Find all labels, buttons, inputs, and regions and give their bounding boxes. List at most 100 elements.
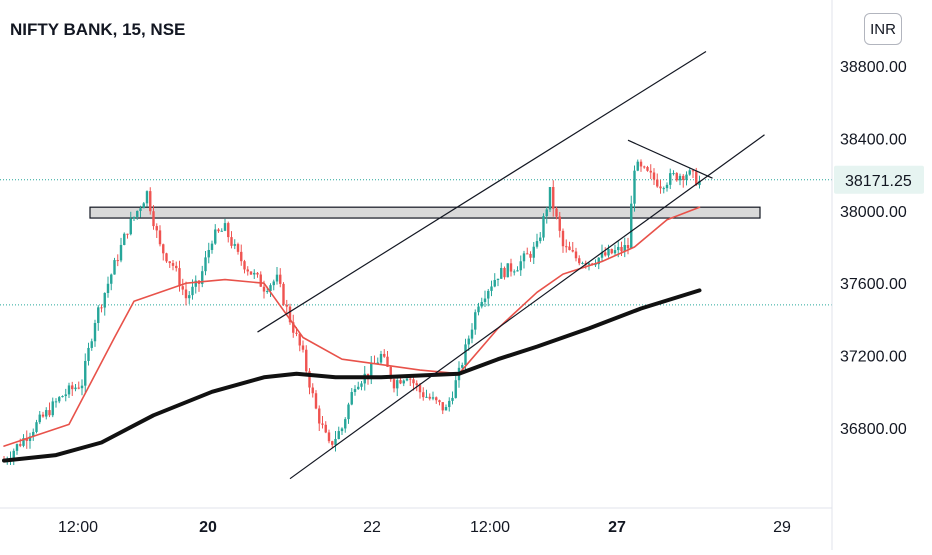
candle-body xyxy=(662,188,665,190)
candle-body xyxy=(405,378,409,381)
candle-body xyxy=(461,365,464,368)
candle-body xyxy=(409,378,412,380)
candle-body xyxy=(113,260,116,275)
candle-body xyxy=(132,216,136,219)
candle-body xyxy=(100,307,103,309)
candle-body xyxy=(171,263,175,266)
candle-body xyxy=(444,407,448,411)
candle-body xyxy=(184,289,188,299)
candle-body xyxy=(691,170,695,172)
candle-body xyxy=(617,246,620,251)
time-tick-label: 12:00 xyxy=(470,519,510,536)
candle-body xyxy=(90,341,93,348)
candle-body xyxy=(67,385,71,395)
candle-body xyxy=(77,387,80,389)
candle-body xyxy=(441,402,444,411)
candle-body xyxy=(506,263,509,278)
candle-body xyxy=(337,431,340,439)
candle-body xyxy=(581,262,584,264)
candle-body xyxy=(51,401,54,416)
candle-body xyxy=(327,432,331,442)
candle-body xyxy=(431,397,435,399)
candle-body xyxy=(262,286,266,292)
candle-body xyxy=(87,347,90,361)
candle-body xyxy=(639,161,643,167)
candle-body xyxy=(35,422,38,432)
channel-lower-trendline[interactable] xyxy=(289,134,765,480)
price-tick-label: 37600.00 xyxy=(840,276,907,293)
candle-body xyxy=(71,385,74,390)
candle-body xyxy=(84,360,87,386)
candle-body xyxy=(275,274,279,282)
triangle-top-trendline[interactable] xyxy=(627,139,713,179)
candle-body xyxy=(425,396,428,398)
candle-body xyxy=(210,243,214,250)
candle-body xyxy=(106,283,110,293)
candle-body xyxy=(331,441,334,445)
resistance-zone[interactable] xyxy=(89,206,761,219)
candle-body xyxy=(548,186,552,210)
candle-body xyxy=(145,191,149,204)
candle-body xyxy=(139,208,142,211)
candle-body xyxy=(360,383,363,387)
candle-body xyxy=(64,394,67,397)
candle-body xyxy=(370,362,373,378)
candle-body xyxy=(301,345,305,350)
candle-body xyxy=(613,250,617,254)
candle-body xyxy=(695,171,698,186)
candle-body xyxy=(116,260,119,262)
candle-body xyxy=(435,397,438,401)
channel-upper-trendline[interactable] xyxy=(257,51,707,333)
candle-body xyxy=(545,209,548,217)
candle-body xyxy=(438,400,441,403)
candle-body xyxy=(240,251,243,262)
candle-body xyxy=(659,186,662,189)
candle-body xyxy=(376,362,379,364)
candle-body xyxy=(204,257,207,272)
price-tick-label: 37200.00 xyxy=(840,349,907,366)
candle-body xyxy=(32,431,35,437)
time-tick-label: 27 xyxy=(608,519,626,536)
candle-body xyxy=(230,237,233,246)
candle-body xyxy=(574,251,578,259)
candle-body xyxy=(38,414,41,423)
candle-body xyxy=(451,397,454,401)
candle-body xyxy=(620,246,623,252)
ma-fast-line xyxy=(3,206,701,447)
candle-body xyxy=(500,267,503,279)
candle-body xyxy=(487,290,490,299)
candle-body xyxy=(555,208,558,217)
candle-body xyxy=(110,274,113,284)
candle-body xyxy=(610,249,613,254)
candle-body xyxy=(509,263,513,272)
candle-body xyxy=(305,349,308,372)
candle-body xyxy=(80,385,84,389)
candle-body xyxy=(448,400,451,408)
candle-body xyxy=(565,246,568,248)
candle-body xyxy=(389,366,392,380)
candle-body xyxy=(474,312,477,330)
candle-body xyxy=(220,230,223,232)
candle-body xyxy=(649,170,652,173)
candle-body xyxy=(587,263,591,265)
candle-body xyxy=(15,444,19,451)
price-tick-label: 36800.00 xyxy=(840,421,907,438)
candle-body xyxy=(175,265,178,269)
candle-body xyxy=(513,271,516,273)
candle-body xyxy=(483,298,487,302)
candle-body xyxy=(308,371,311,388)
candle-body xyxy=(298,333,301,346)
candle-body xyxy=(165,253,168,262)
currency-button[interactable]: INR xyxy=(864,13,902,45)
candle-body xyxy=(285,304,288,307)
candle-body xyxy=(672,173,675,175)
candle-body xyxy=(480,301,483,307)
time-tick-label: 12:00 xyxy=(58,519,98,536)
candle-body xyxy=(61,396,64,398)
ma-slow-line xyxy=(2,288,702,463)
candle-body xyxy=(188,295,191,299)
candle-body xyxy=(643,166,646,168)
candle-body xyxy=(19,444,22,446)
